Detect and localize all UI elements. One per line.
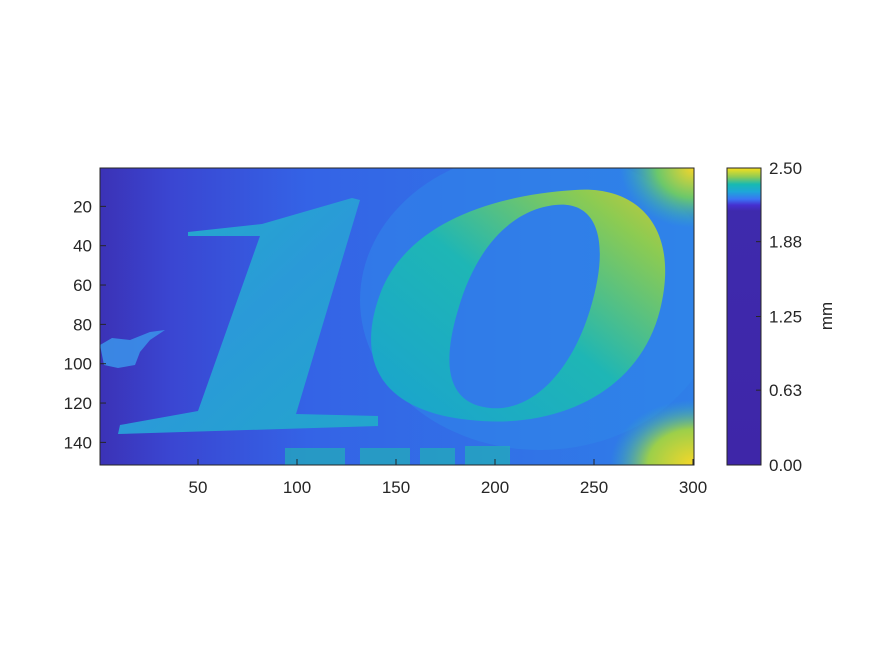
y-axis: 20 40 60 80 100 120 140 bbox=[64, 197, 106, 452]
heatmap-image bbox=[100, 168, 694, 465]
corner-top-right bbox=[620, 168, 694, 228]
y-tick-label: 100 bbox=[64, 355, 92, 374]
y-tick-label: 60 bbox=[73, 276, 92, 295]
y-tick-label: 120 bbox=[64, 394, 92, 413]
x-axis: 50 100 150 200 250 300 bbox=[189, 459, 707, 497]
numeral-zero-shape bbox=[371, 189, 666, 422]
colorbar-tick-label: 0.63 bbox=[769, 381, 802, 400]
heatmap-dark-blob bbox=[100, 330, 165, 368]
x-tick-label: 250 bbox=[580, 478, 608, 497]
colorbar-gradient bbox=[726, 167, 762, 466]
colorbar-tick-label: 2.50 bbox=[769, 159, 802, 178]
euro-watermark bbox=[285, 446, 510, 465]
colorbar-tick-label: 1.25 bbox=[769, 308, 802, 327]
y-tick-label: 140 bbox=[64, 433, 92, 452]
x-tick-label: 200 bbox=[481, 478, 509, 497]
y-tick-label: 80 bbox=[73, 315, 92, 334]
colorbar-label: mm bbox=[817, 302, 836, 330]
colorbar: 0.00 0.63 1.25 1.88 2.50 mm bbox=[726, 159, 836, 475]
y-tick-label: 20 bbox=[73, 197, 92, 216]
corner-bottom-right bbox=[610, 400, 694, 465]
colorbar-tick-label: 1.88 bbox=[769, 233, 802, 252]
y-tick-label: 40 bbox=[73, 237, 92, 256]
colorbar-tick-label: 0.00 bbox=[769, 456, 802, 475]
numeral-one-shape bbox=[118, 198, 378, 434]
axes-frame bbox=[99, 167, 695, 466]
x-tick-label: 50 bbox=[189, 478, 208, 497]
x-tick-label: 300 bbox=[679, 478, 707, 497]
x-tick-label: 150 bbox=[382, 478, 410, 497]
x-tick-label: 100 bbox=[283, 478, 311, 497]
colorbar-ticks: 0.00 0.63 1.25 1.88 2.50 bbox=[756, 159, 802, 475]
